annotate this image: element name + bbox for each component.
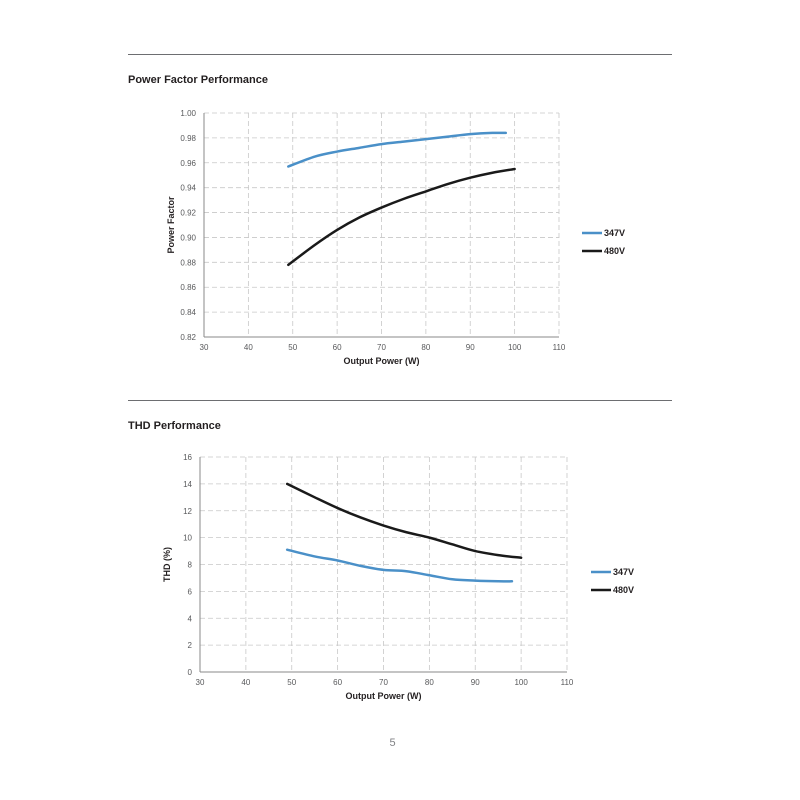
x-tick-label: 30 [196, 678, 205, 687]
y-axis-label: Power Factor [166, 196, 176, 254]
x-tick-label: 110 [561, 678, 574, 687]
y-tick-label: 0.84 [180, 308, 196, 317]
power-factor-chart: 30 40 50 60 70 80 90 100 110 0.82 0.84 0.86 0.88 0.90… [166, 109, 625, 366]
y-tick-label: 0.92 [180, 209, 196, 218]
x-tick-label: 80 [425, 678, 434, 687]
x-tick-label: 90 [471, 678, 480, 687]
x-tick-label: 50 [288, 343, 297, 352]
x-tick-label: 80 [421, 343, 430, 352]
x-tick-label: 50 [287, 678, 296, 687]
y-tick-label: 0.90 [180, 233, 196, 242]
x-axis-label: Output Power (W) [344, 356, 420, 366]
series-line-480v [285, 482, 523, 560]
x-tick-label: 100 [508, 343, 522, 352]
legend-label-480v: 480V [613, 585, 634, 595]
y-tick-label: 14 [183, 480, 192, 489]
section-title-thd: THD Performance [128, 420, 221, 432]
middle-divider [128, 400, 672, 401]
legend-label-480v: 480V [604, 246, 625, 256]
thd-chart: 30 40 50 60 70 80 90 100 110 0 2 4 6 8 10 12 14 16 Output … [162, 453, 634, 701]
y-tick-label: 1.00 [180, 109, 196, 118]
x-axis-label: Output Power (W) [346, 691, 422, 701]
series-line-480v [287, 167, 516, 267]
y-tick-label: 0.82 [180, 333, 196, 342]
x-tick-label: 60 [333, 678, 342, 687]
top-divider [128, 54, 672, 55]
section-title-power-factor: Power Factor Performance [128, 74, 268, 86]
y-tick-label: 2 [188, 641, 193, 650]
y-tick-label: 0.86 [180, 283, 196, 292]
y-tick-label: 4 [188, 614, 193, 623]
y-tick-label: 10 [183, 534, 192, 543]
legend-label-347v: 347V [613, 567, 634, 577]
y-tick-label: 8 [188, 561, 193, 570]
x-tick-label: 110 [553, 343, 566, 352]
y-tick-label: 0.96 [180, 159, 196, 168]
x-tick-label: 70 [377, 343, 386, 352]
y-tick-label: 6 [188, 587, 193, 596]
x-tick-label: 40 [244, 343, 253, 352]
x-tick-label: 90 [466, 343, 475, 352]
series-line-347v [285, 548, 514, 583]
y-tick-label: 0.94 [180, 184, 196, 193]
y-tick-label: 0.98 [180, 134, 196, 143]
x-tick-label: 30 [200, 343, 209, 352]
x-tick-label: 40 [241, 678, 250, 687]
y-tick-label: 0 [188, 668, 193, 677]
x-tick-label: 60 [333, 343, 342, 352]
series-line-347v [287, 131, 507, 168]
x-tick-label: 100 [514, 678, 528, 687]
y-axis-label: THD (%) [162, 547, 172, 582]
page-number: 5 [389, 737, 396, 749]
y-tick-label: 16 [183, 453, 192, 462]
y-tick-label: 12 [183, 507, 192, 516]
x-tick-label: 70 [379, 678, 388, 687]
legend-label-347v: 347V [604, 228, 625, 238]
y-tick-label: 0.88 [180, 258, 196, 267]
